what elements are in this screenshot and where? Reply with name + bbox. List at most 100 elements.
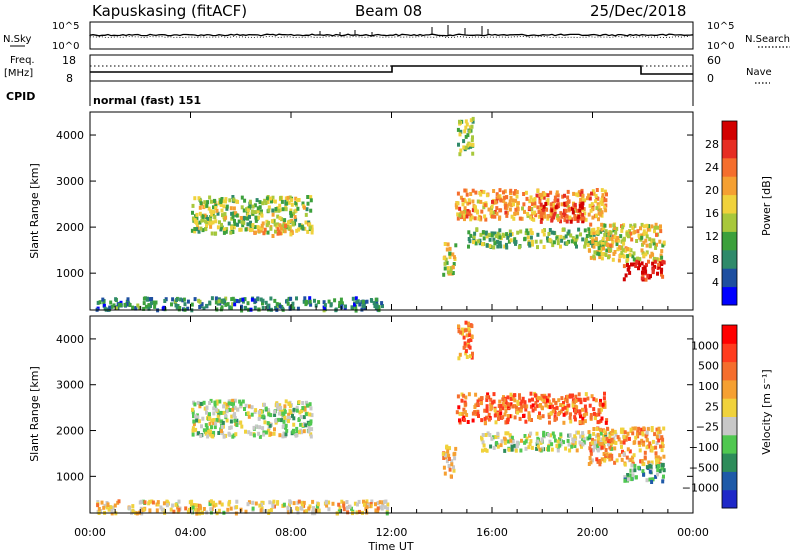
data-cell [353, 501, 357, 506]
data-cell [551, 431, 555, 436]
data-cell [592, 397, 596, 402]
data-cell [273, 413, 277, 417]
data-cell [567, 442, 571, 447]
data-cell [550, 211, 554, 216]
data-cell [219, 419, 223, 424]
data-cell [209, 398, 213, 403]
data-cell [655, 232, 658, 237]
data-cell [641, 431, 644, 436]
data-cell [261, 414, 265, 419]
data-cell [442, 272, 446, 277]
data-cell [252, 210, 256, 215]
data-cell [562, 212, 566, 217]
y-tick-label: 2000 [56, 425, 84, 438]
data-cell [562, 440, 565, 445]
data-cell [582, 440, 586, 445]
data-cell [652, 267, 655, 272]
data-cell [115, 306, 118, 311]
data-cell [464, 134, 468, 139]
data-cell [565, 241, 569, 246]
data-cell [449, 269, 453, 274]
data-cell [528, 398, 532, 403]
data-cell [536, 245, 539, 250]
data-cell [144, 304, 148, 309]
data-cell [294, 201, 298, 206]
data-cell [467, 338, 471, 343]
data-cell [205, 425, 209, 430]
data-cell [556, 193, 560, 198]
data-cell [285, 201, 289, 206]
data-cell [216, 211, 220, 216]
data-cell [471, 188, 475, 193]
data-cell [443, 242, 447, 246]
colorbar-tick-label: 500 [698, 360, 719, 373]
data-cell [240, 304, 243, 309]
data-cell [657, 464, 660, 468]
data-cell [226, 507, 230, 512]
data-cell [286, 195, 290, 200]
data-cell [361, 299, 365, 304]
nsky-spikes [319, 25, 489, 35]
data-cell [277, 417, 281, 422]
data-cell [463, 206, 467, 211]
data-cell [589, 222, 593, 227]
data-cell [446, 449, 450, 454]
data-cell [622, 264, 626, 269]
data-cell [642, 232, 646, 237]
data-cell [380, 506, 384, 511]
data-cell [442, 456, 446, 460]
data-cell [467, 237, 471, 241]
data-cell [242, 220, 246, 225]
data-cell [613, 460, 617, 465]
data-cell [252, 425, 256, 430]
data-cell [253, 305, 257, 310]
data-cell [533, 210, 537, 215]
data-cell [128, 303, 132, 307]
data-cell [574, 399, 578, 403]
data-cell [229, 230, 233, 235]
data-cell [212, 430, 216, 435]
data-cell [458, 420, 462, 425]
data-cell [220, 424, 224, 429]
data-cell [565, 219, 569, 224]
data-cell [282, 502, 286, 507]
data-cell [476, 199, 480, 204]
data-cell [570, 239, 574, 244]
data-cell [214, 203, 218, 208]
data-cell [589, 208, 593, 213]
data-cell [484, 217, 488, 222]
data-cell [176, 505, 180, 510]
data-cell [368, 504, 372, 509]
data-cell [611, 234, 615, 239]
data-cell [458, 418, 461, 423]
data-cell [657, 264, 661, 269]
data-cell [119, 300, 123, 305]
data-cell [575, 405, 579, 410]
data-cell [198, 305, 202, 309]
data-cell [237, 299, 241, 304]
data-cell [507, 202, 511, 207]
data-cell [111, 505, 115, 510]
x-tick-label: 00:00 [74, 526, 106, 539]
data-cell [549, 202, 553, 207]
data-cell [603, 189, 607, 194]
data-cell [506, 420, 510, 425]
data-cell [454, 203, 458, 208]
data-cell [202, 400, 206, 405]
data-cell [575, 234, 579, 239]
data-cell [268, 423, 272, 428]
data-cell [645, 430, 649, 435]
data-cell [193, 227, 197, 231]
data-cell [509, 191, 512, 196]
data-cell [559, 211, 563, 216]
data-cell [232, 413, 236, 418]
data-cell [547, 232, 551, 236]
data-cell [518, 395, 522, 400]
data-cell [458, 213, 462, 218]
data-cell [275, 305, 279, 309]
data-cell [599, 427, 602, 432]
data-cell [650, 224, 654, 229]
data-cell [131, 504, 135, 509]
data-cell [480, 418, 484, 423]
data-cell [597, 204, 601, 209]
